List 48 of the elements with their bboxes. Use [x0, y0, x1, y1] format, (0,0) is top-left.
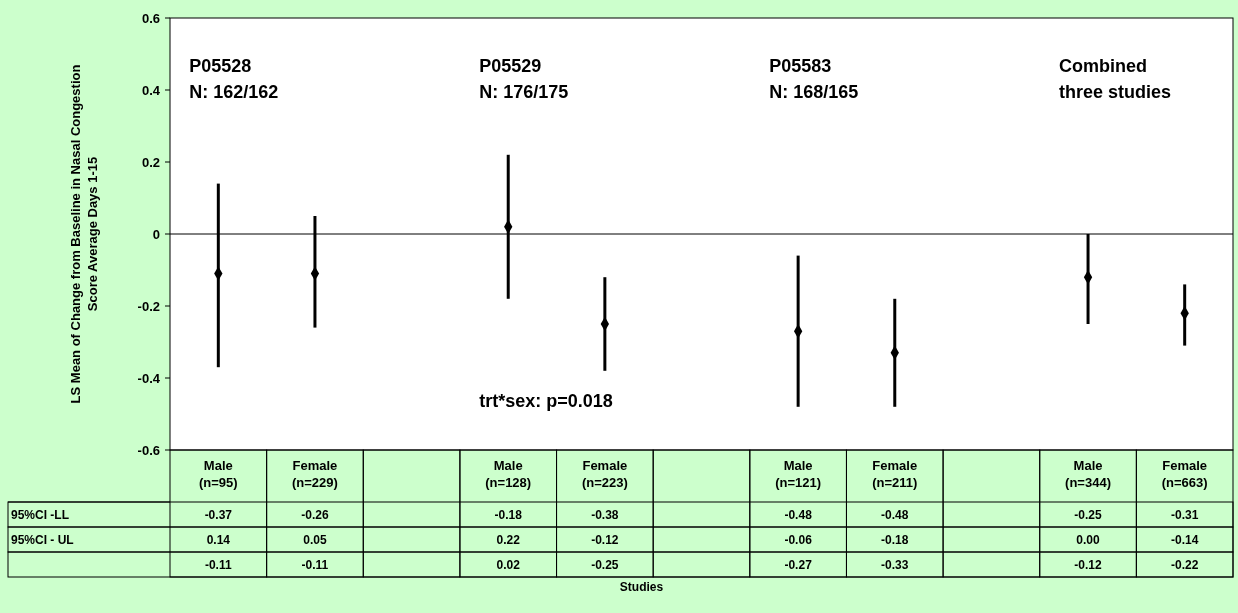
x-tick-label: Female (n=663): [1161, 458, 1208, 490]
y-axis-title: LS Mean of Change from Baseline in Nasal Congestion Score Average Days 1-15: [68, 64, 100, 404]
x-tick-label: Male (n=95): [198, 458, 238, 490]
text: -0.12: [591, 533, 619, 547]
annotation: Combined three studies: [1059, 56, 1172, 102]
text: -0.26: [301, 508, 329, 522]
y-tick-label: 0.4: [141, 82, 161, 98]
x-tick-label: Male (n=121): [775, 458, 822, 490]
data-label: 0.02: [496, 558, 521, 572]
x-tick-label: Female (n=229): [292, 458, 338, 490]
y-tick-label: 0: [152, 226, 160, 242]
text: 0.00: [1076, 533, 1101, 547]
text: -0.31: [1171, 508, 1199, 522]
data-label: -0.25: [591, 558, 619, 572]
data-label: -0.11: [301, 558, 329, 572]
text: 0.05: [303, 533, 327, 547]
text: -0.06: [784, 533, 813, 547]
y-tick-label: -0.2: [137, 298, 160, 314]
y-tick-label: -0.4: [137, 370, 161, 386]
x-tick-label: Female (n=223): [581, 458, 628, 490]
text: -0.18: [494, 508, 523, 522]
annotation: P05529 N: 176/175: [479, 56, 569, 102]
annotation: P05528 N: 162/162: [189, 56, 279, 102]
text: 0.14: [206, 533, 231, 547]
text: -0.25: [1074, 508, 1103, 522]
text: -0.48: [784, 508, 813, 522]
x-tick-label: Male (n=128): [485, 458, 532, 490]
y-tick-label: 0.2: [141, 154, 160, 170]
text: -0.48: [881, 508, 909, 522]
y-tick-label: -0.6: [137, 442, 160, 458]
data-label: -0.12: [1074, 558, 1103, 572]
text: -0.18: [881, 533, 909, 547]
annotation: P05583 N: 168/165: [769, 56, 859, 102]
data-label: -0.11: [204, 558, 232, 572]
text: -0.14: [1171, 533, 1199, 547]
text: 95%CI -LL: [11, 508, 70, 522]
data-label: -0.33: [881, 558, 909, 572]
data-label: -0.22: [1171, 558, 1199, 572]
text: 0.22: [496, 533, 521, 547]
data-label: -0.27: [784, 558, 813, 572]
annotation: trt*sex: p=0.018: [479, 390, 613, 411]
x-tick-label: Male (n=344): [1065, 458, 1111, 490]
x-tick-label: Female (n=211): [872, 458, 918, 490]
text: -0.38: [591, 508, 619, 522]
text: -0.37: [204, 508, 233, 522]
text: 95%CI - UL: [11, 533, 74, 547]
y-tick-label: 0.6: [141, 10, 160, 26]
text: Studies: [619, 580, 664, 594]
